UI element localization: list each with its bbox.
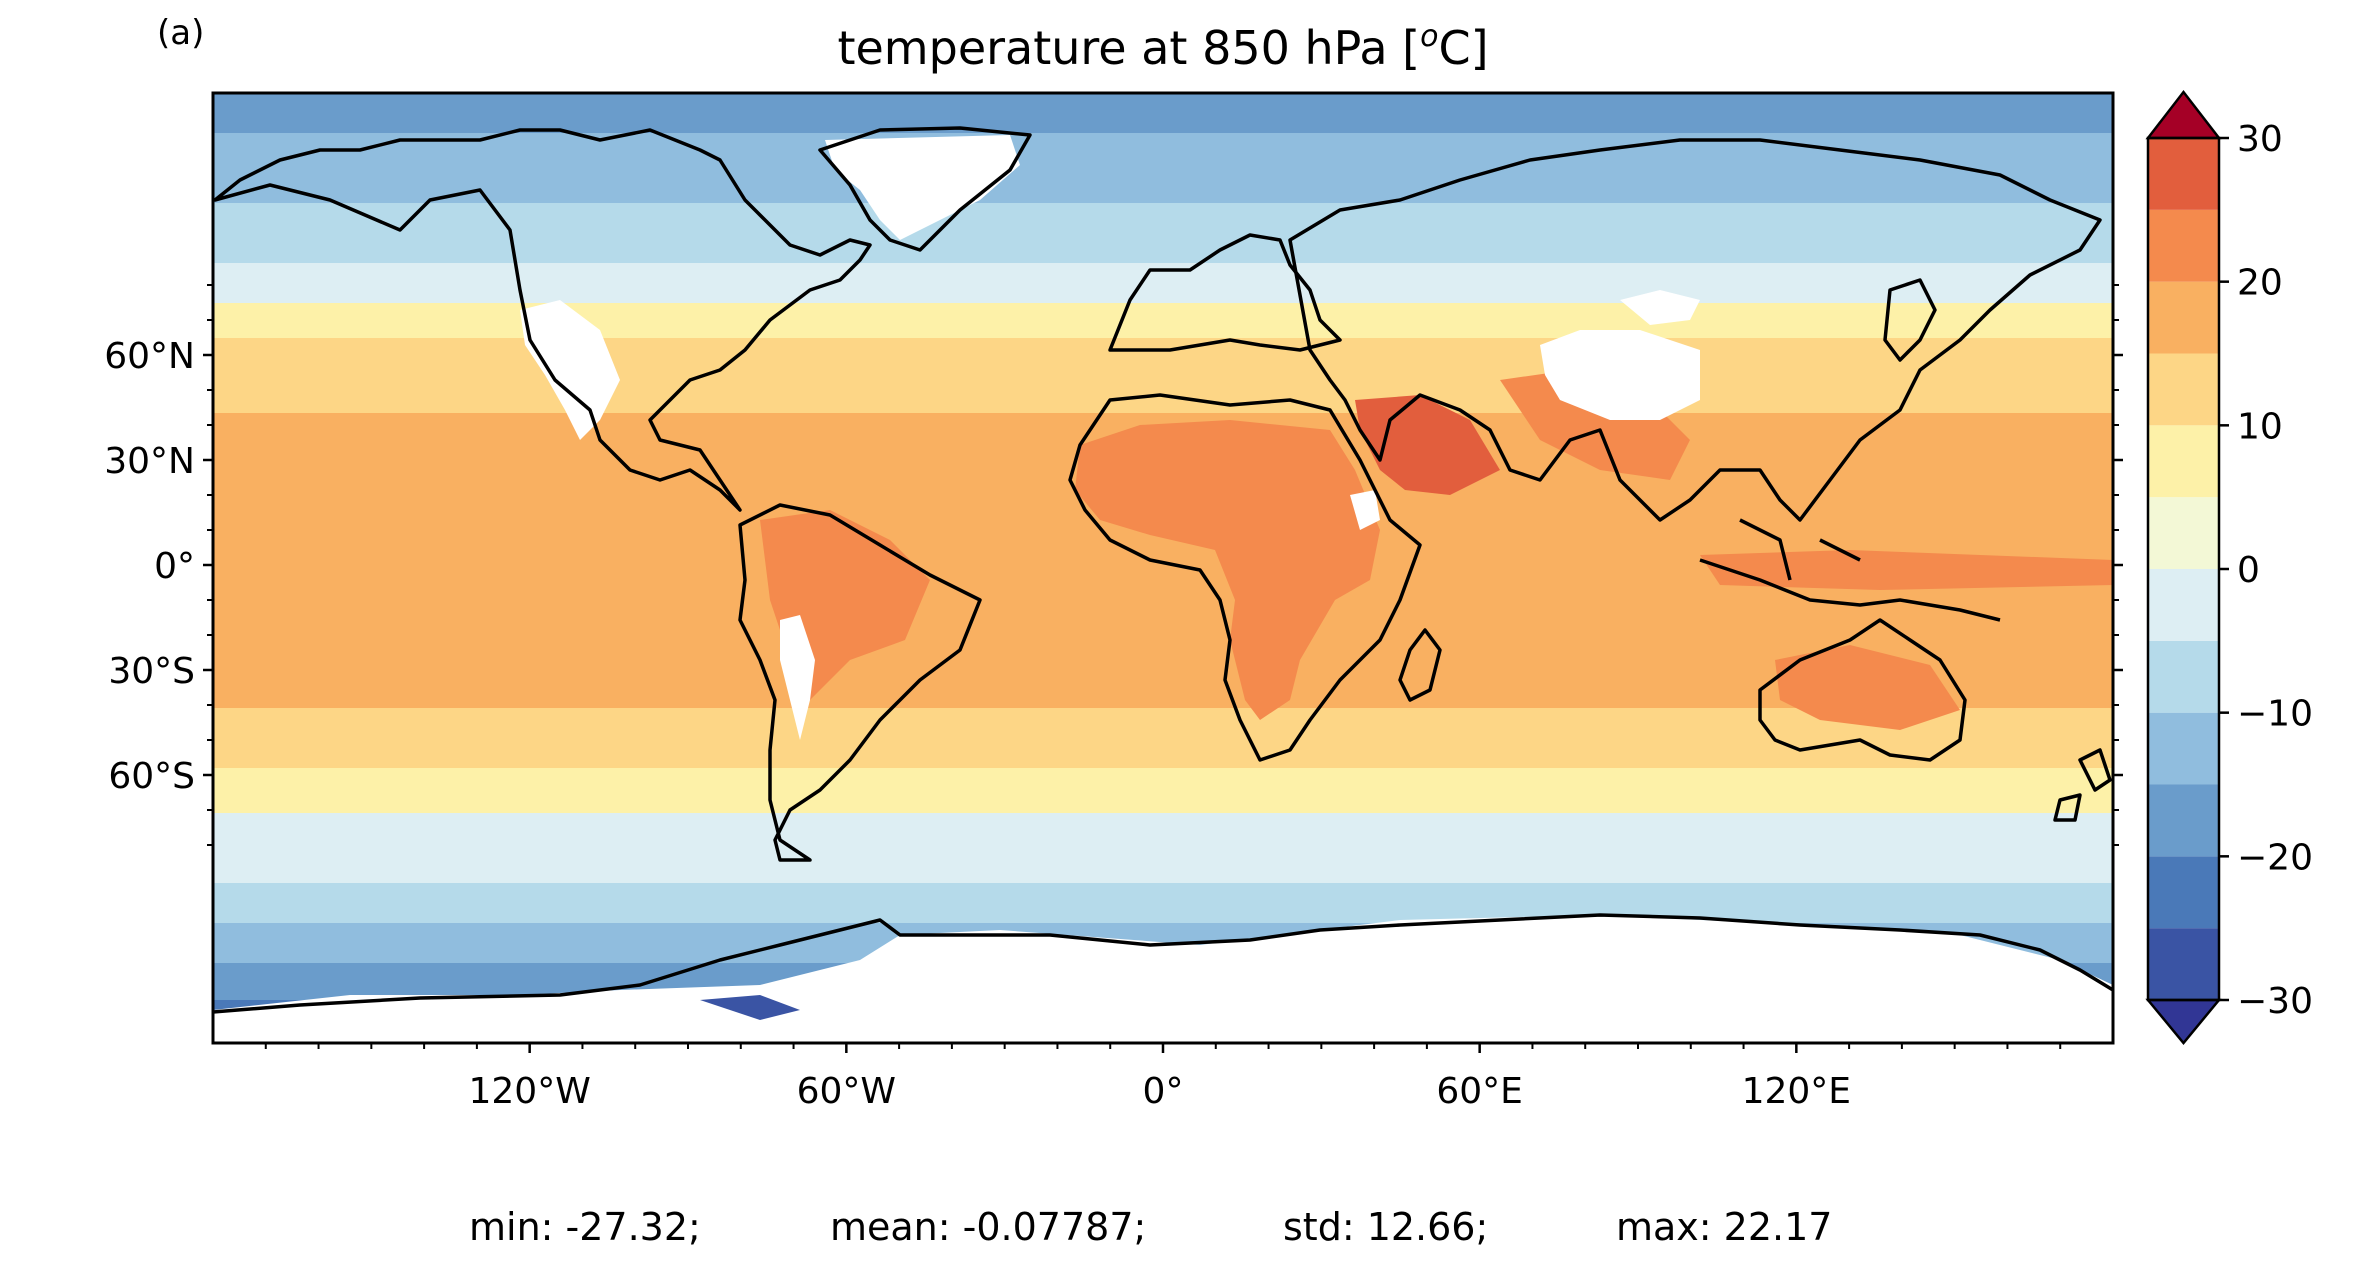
colorbar-over-extension [2145, 89, 2222, 140]
panel-label: (a) [157, 13, 204, 53]
rockies-mask [520, 300, 620, 440]
lat-label: 0° [154, 546, 195, 587]
coast-europe [1108, 233, 1342, 352]
latitude-labels: 60°N 30°N 0° 30°S 60°S [104, 336, 195, 797]
coast-south-america [738, 503, 982, 862]
stat-min: min: -27.32; [469, 1205, 701, 1249]
africa-warm [1075, 420, 1380, 720]
coast-madagascar [1398, 628, 1442, 702]
colorbar-segment [2148, 784, 2219, 857]
coast-japan [1883, 278, 1937, 362]
map-ticks [203, 284, 2123, 1053]
colorbar-segment [2148, 353, 2219, 426]
lon-label: 0° [1143, 1071, 1184, 1112]
colorbar-segment [2148, 712, 2219, 785]
colorbar-segment [2148, 497, 2219, 569]
lat-label: 60°S [108, 756, 195, 797]
lon-label: 120°W [469, 1071, 591, 1112]
antarctica-coast-blue [700, 995, 800, 1020]
band-south-warm [213, 708, 2113, 768]
stat-max: max: 22.17 [1616, 1205, 1832, 1249]
colorbar-tick-label: −10 [2237, 694, 2313, 735]
colorbar-segment [2148, 856, 2219, 929]
lat-label: 30°S [108, 651, 195, 692]
greenland-mask [825, 135, 1020, 240]
colorbar-segment [2148, 281, 2219, 354]
colorbar-under-extension [2145, 998, 2222, 1045]
lat-label: 30°N [104, 441, 195, 482]
antarctica-mask [213, 915, 2113, 1043]
colorbar-tick-label: 10 [2237, 406, 2283, 447]
band-north-mild [213, 303, 2113, 338]
colorbar-segment [2148, 209, 2219, 282]
lon-label: 60°E [1436, 1071, 1523, 1112]
mongolia-mask [1620, 290, 1700, 325]
longitude-labels: 120°W 60°W 0° 60°E 120°E [469, 1071, 1852, 1112]
australia-warm [1775, 645, 1960, 730]
band-polar-north-2 [213, 133, 2113, 203]
coast-asia [1288, 138, 2102, 522]
colorbar-tick-label: 30 [2237, 119, 2283, 160]
band-subpolar-north [213, 203, 2113, 263]
colorbar-tick-label: 0 [2237, 550, 2260, 591]
colorbar-segment [2148, 640, 2219, 713]
summary-statistics: min: -27.32; mean: -0.07787; std: 12.66;… [469, 1205, 1832, 1249]
band-south-mild [213, 768, 2113, 813]
colorbar-segments [2148, 138, 2219, 1000]
andes-mask [780, 615, 815, 740]
temperature-field [213, 93, 2113, 1043]
colorbar: 30 20 10 0 −10 −20 −30 [2145, 89, 2313, 1045]
band-south-cool [213, 813, 2113, 883]
tibet-mask [1540, 330, 1700, 420]
colorbar-segment [2148, 569, 2219, 641]
map-title: temperature at 850 hPa [oC] [837, 19, 1488, 75]
lon-label: 60°W [797, 1071, 896, 1112]
stat-mean: mean: -0.07787; [830, 1205, 1146, 1249]
coast-greenland [818, 126, 1032, 252]
band-subpolar-south [213, 883, 2113, 923]
stat-std: std: 12.66; [1283, 1205, 1488, 1249]
colorbar-segment [2148, 928, 2219, 1000]
coast-north-america [213, 128, 872, 512]
colorbar-tick-label: −30 [2237, 981, 2313, 1022]
lat-label: 60°N [104, 336, 195, 377]
coast-indonesia [1699, 518, 2001, 622]
coastlines [213, 126, 2113, 1014]
maritime-warm [1700, 550, 2113, 590]
lon-label: 120°E [1742, 1071, 1851, 1112]
map-panel: 60°N 30°N 0° 30°S 60°S 120°W 60°W 0° 60°E 120°E [104, 91, 2123, 1112]
coast-antarctica [213, 913, 2113, 1014]
colorbar-ticks: 30 20 10 0 −10 −20 −30 [2219, 119, 2313, 1022]
coast-africa [1068, 393, 1422, 762]
ethiopia-mask [1350, 490, 1380, 530]
coast-new-zealand [2053, 748, 2112, 822]
coast-australia [1758, 618, 1967, 762]
colorbar-tick-label: 20 [2237, 263, 2283, 304]
band-polar-north-1 [213, 93, 2113, 133]
colorbar-segment [2148, 138, 2219, 210]
colorbar-segment [2148, 425, 2219, 498]
colorbar-tick-label: −20 [2237, 837, 2313, 878]
